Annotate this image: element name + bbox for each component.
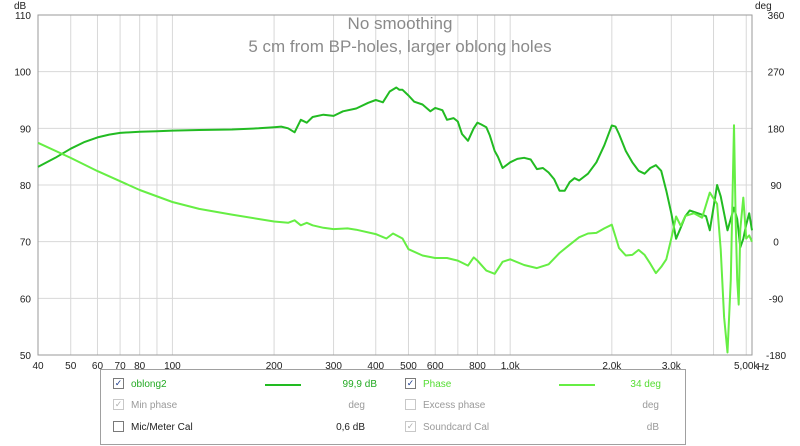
x-tick-label: 300 <box>325 361 342 372</box>
tick-labels: 40 50 60 70 80 100 200 300 400 500 600 800 1,0k 2,0k 3… <box>14 11 786 372</box>
x-tick-label: 2,0k <box>602 361 622 372</box>
x-tick-label: 500 <box>400 361 417 372</box>
oblong2-swatch <box>265 384 301 386</box>
oblong2-checkbox[interactable]: ✓ <box>113 378 124 389</box>
x-tick-label: 70 <box>115 361 127 372</box>
x-tick-label: 50 <box>65 361 77 372</box>
y-left-tick-label: 50 <box>20 351 32 362</box>
min-phase-checkbox[interactable]: ✓ <box>113 399 124 410</box>
y-right-tick-label: -90 <box>769 294 784 305</box>
y-right-unit: deg <box>755 1 772 12</box>
x-tick-label: 200 <box>266 361 283 372</box>
y-right-tick-label: 90 <box>770 181 782 192</box>
y-right-tick-label: 180 <box>768 124 785 135</box>
y-left-tick-label: 70 <box>20 238 32 249</box>
chart-title: No smoothing <box>348 14 453 33</box>
legend-row-min-excess: ✓ Min phase deg Excess phase deg <box>101 395 685 415</box>
phase-value: 34 deg <box>630 379 661 390</box>
series-line-oblong2 <box>37 86 753 249</box>
mic-meter-cal-checkbox[interactable] <box>113 421 124 432</box>
x-tick-label: 100 <box>164 361 181 372</box>
x-tick-label: 80 <box>134 361 146 372</box>
grid <box>38 14 752 356</box>
legend-row-oblong2-phase: ✓ oblong2 99,9 dB ✓ Phase 34 deg <box>101 374 685 394</box>
series-line-phase <box>37 124 753 354</box>
mic-meter-cal-value: 0,6 dB <box>336 422 365 433</box>
series-group <box>37 86 753 354</box>
x-tick-label: 400 <box>367 361 384 372</box>
phase-swatch <box>559 384 595 386</box>
soundcard-cal-label: Soundcard Cal <box>423 422 490 433</box>
x-tick-label: 60 <box>92 361 104 372</box>
y-right-tick-label: -180 <box>766 351 786 362</box>
min-phase-value: deg <box>348 400 365 411</box>
y-left-tick-label: 80 <box>20 181 32 192</box>
x-tick-label: 1,0k <box>501 361 521 372</box>
x-tick-label: 40 <box>32 361 44 372</box>
x-tick-label: 600 <box>427 361 444 372</box>
min-phase-label: Min phase <box>131 400 178 411</box>
y-left-unit: dB <box>14 1 27 12</box>
x-tick-label: 800 <box>469 361 486 372</box>
soundcard-cal-checkbox[interactable]: ✓ <box>405 421 416 432</box>
y-left-tick-label: 90 <box>20 124 32 135</box>
oblong2-value: 99,9 dB <box>342 379 377 390</box>
phase-label: Phase <box>423 379 452 390</box>
x-tick-label: 3,0k <box>662 361 682 372</box>
y-right-tick-label: 270 <box>768 68 785 79</box>
mic-meter-cal-label: Mic/Meter Cal <box>131 422 193 433</box>
y-left-tick-label: 60 <box>20 294 32 305</box>
chart-subtitle: 5 cm from BP-holes, larger oblong holes <box>248 37 551 56</box>
x-tick-label: 5,00k <box>734 361 759 372</box>
y-right-tick-label: 0 <box>773 238 779 249</box>
soundcard-cal-value: dB <box>646 422 659 433</box>
y-left-tick-label: 110 <box>15 11 31 22</box>
phase-checkbox[interactable]: ✓ <box>405 378 416 389</box>
oblong2-label: oblong2 <box>131 379 167 390</box>
excess-phase-checkbox[interactable] <box>405 399 416 410</box>
legend-row-cal: Mic/Meter Cal 0,6 dB ✓ Soundcard Cal dB <box>101 417 685 437</box>
excess-phase-value: deg <box>642 400 659 411</box>
y-right-tick-label: 360 <box>768 11 785 22</box>
y-left-tick-label: 100 <box>14 68 31 79</box>
excess-phase-label: Excess phase <box>423 400 486 411</box>
legend-panel: ✓ oblong2 99,9 dB ✓ Phase 34 deg ✓ Min p… <box>100 369 686 445</box>
plot-frame <box>37 14 753 356</box>
x-unit: Hz <box>757 362 769 373</box>
